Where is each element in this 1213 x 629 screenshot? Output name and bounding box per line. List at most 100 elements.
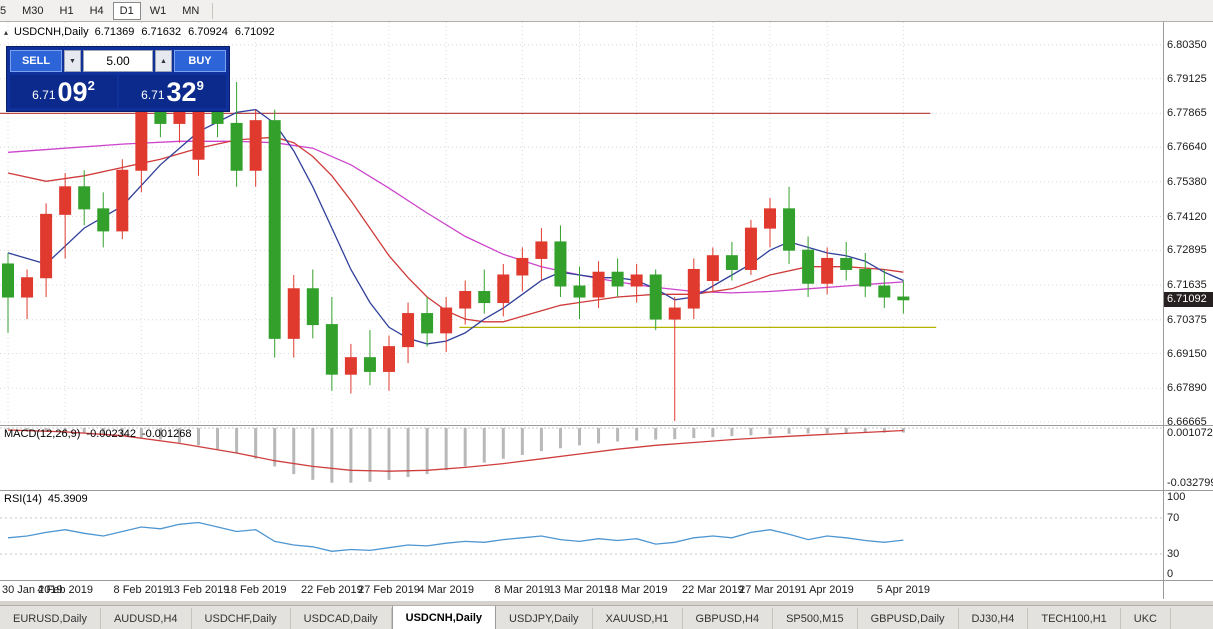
- ohlc-value-high: 6.71632: [141, 26, 182, 38]
- timeframe-D1[interactable]: D1: [112, 1, 141, 20]
- timeframe-MN[interactable]: MN: [175, 2, 206, 20]
- candle-body: [725, 255, 738, 270]
- chart-tab-USDCHF-Daily[interactable]: USDCHF,Daily: [192, 608, 291, 629]
- candle-body: [268, 120, 281, 339]
- candle-body: [2, 263, 14, 298]
- candle-body: [687, 268, 700, 309]
- chart-tab-UKC[interactable]: UKC: [1121, 608, 1171, 629]
- time-tick-label: 18 Feb 2019: [224, 584, 287, 596]
- macd-pane[interactable]: MACD(12,26,9) -0.002342 -0.001268 0.0010…: [0, 426, 1213, 491]
- candle-body: [744, 227, 757, 270]
- rsi-canvas[interactable]: [0, 491, 1163, 581]
- candle-body: [97, 208, 110, 232]
- rsi-tick-label: 70: [1167, 512, 1180, 524]
- candles-layer: [2, 76, 910, 422]
- chart-tab-DJ30-H4[interactable]: DJ30,H4: [959, 608, 1029, 629]
- price-tick-label: 6.67890: [1167, 382, 1207, 395]
- macd-label: MACD(12,26,9) -0.002342 -0.001268: [4, 428, 192, 440]
- sell-price-pip: 2: [87, 78, 95, 93]
- volume-increase-button[interactable]: ▲: [155, 50, 172, 72]
- candle-body: [230, 122, 243, 171]
- rsi-label: RSI(14) 45.3909: [4, 493, 88, 505]
- chart-tab-TECH100-H1[interactable]: TECH100,H1: [1028, 608, 1121, 629]
- candle-body: [840, 257, 853, 270]
- candle-body: [573, 285, 586, 298]
- sell-button[interactable]: SELL: [10, 50, 62, 72]
- chart-tab-EURUSD-Daily[interactable]: EURUSD,Daily: [0, 608, 101, 629]
- candle-body: [383, 346, 395, 372]
- price-tick-label: 6.71635: [1167, 279, 1207, 292]
- timeframe-5[interactable]: 5: [0, 2, 13, 20]
- timeframe-H4[interactable]: H4: [83, 2, 111, 20]
- price-tick-label: 6.80350: [1167, 38, 1207, 51]
- volume-decrease-button[interactable]: ▼: [64, 50, 81, 72]
- chart-tab-USDCAD-Daily[interactable]: USDCAD,Daily: [291, 608, 392, 629]
- time-tick-label: 1 Apr 2019: [800, 584, 854, 596]
- macd-main-value: -0.002342: [86, 428, 136, 440]
- chart-tab-SP500-M15[interactable]: SP500,M15: [773, 608, 858, 629]
- price-tick-label: 6.70375: [1167, 313, 1207, 326]
- candle-body: [21, 277, 34, 298]
- candle-body: [821, 257, 834, 284]
- timeframe-M30[interactable]: M30: [15, 2, 50, 20]
- time-tick-label: 4 Feb 2019: [37, 584, 93, 596]
- macd-canvas[interactable]: [0, 426, 1163, 491]
- buy-price[interactable]: 6.71 32 9: [119, 75, 226, 108]
- candle-body: [306, 288, 319, 326]
- candle-body: [649, 274, 662, 320]
- buy-price-prefix: 6.71: [141, 88, 165, 102]
- buy-button[interactable]: BUY: [174, 50, 226, 72]
- candle-body: [249, 120, 262, 171]
- volume-input[interactable]: [83, 50, 153, 72]
- collapse-chart-icon[interactable]: ▴: [4, 27, 9, 37]
- sell-price[interactable]: 6.71 09 2: [10, 75, 117, 108]
- candle-body: [630, 274, 643, 287]
- candle-body: [783, 208, 796, 251]
- price-tick-label: 6.79125: [1167, 72, 1207, 85]
- time-tick-label: 13 Feb 2019: [167, 584, 230, 596]
- rsi-value: 45.3909: [47, 493, 88, 505]
- time-tick-label: 27 Feb 2019: [358, 584, 420, 596]
- trade-controls-row: SELL ▼ ▲ BUY: [10, 50, 226, 72]
- toolbar-separator: [212, 2, 214, 19]
- current-price-label: 6.71092: [1164, 292, 1213, 307]
- price-tick-label: 6.77865: [1167, 107, 1207, 120]
- chart-tab-XAUUSD-H1[interactable]: XAUUSD,H1: [593, 608, 683, 629]
- timeframe-W1[interactable]: W1: [143, 2, 174, 20]
- chart-tab-GBPUSD-Daily[interactable]: GBPUSD,Daily: [858, 608, 959, 629]
- candle-body: [478, 291, 491, 304]
- chart-tab-GBPUSD-H4[interactable]: GBPUSD,H4: [683, 608, 774, 629]
- time-tick-label: 30 Jan 2019: [2, 584, 63, 596]
- rsi-tick-label: 0: [1167, 568, 1174, 580]
- time-axis[interactable]: 30 Jan 2019 4 Feb 2019 8 Feb 2019 13 Feb 20…: [0, 581, 1213, 599]
- price-tick-label: 6.74120: [1167, 210, 1207, 223]
- chart-tab-AUDUSD-H4[interactable]: AUDUSD,H4: [101, 608, 192, 629]
- candle-body: [516, 257, 529, 276]
- candle-body: [363, 357, 376, 372]
- candle-body: [802, 249, 815, 284]
- time-tick-label: 8 Feb 2019: [113, 584, 170, 596]
- rsi-line: [7, 521, 904, 552]
- time-tick-label: 8 Mar 2019: [494, 584, 551, 596]
- candle-body: [59, 186, 72, 215]
- time-tick-label: 13 Mar 2019: [548, 584, 611, 596]
- main-chart-pane[interactable]: ▴ USDCNH,Daily 6.71369 6.71632 6.70924 6.71…: [0, 22, 1213, 428]
- buy-price-big: 32: [166, 77, 197, 107]
- chart-title: USDCNH,Daily: [14, 26, 89, 38]
- candle-body: [459, 291, 472, 309]
- candle-body: [440, 307, 453, 334]
- candle-body: [878, 285, 891, 298]
- chart-tab-USDJPY-Daily[interactable]: USDJPY,Daily: [496, 608, 593, 629]
- timeframe-H1[interactable]: H1: [53, 2, 81, 20]
- chart-tab-USDCNH-Daily[interactable]: USDCNH,Daily: [391, 606, 497, 629]
- candle-body: [78, 186, 91, 210]
- sell-price-prefix: 6.71: [32, 88, 56, 102]
- main-chart-canvas[interactable]: [0, 22, 1163, 426]
- price-axis[interactable]: 6.80350 6.79125 6.77865 6.76640 6.75380 6.741…: [1163, 22, 1213, 428]
- time-tick-label: 27 Mar 2019: [739, 584, 801, 596]
- chart-tabs: EURUSD,Daily AUDUSD,H4 USDCHF,Daily USDCAD,…: [0, 605, 1213, 629]
- rsi-pane[interactable]: RSI(14) 45.3909 100 70 30 0: [0, 491, 1213, 581]
- chevron-down-icon: ▼: [69, 57, 76, 65]
- price-tick-label: 6.66665: [1167, 416, 1207, 428]
- trade-prices-row: 6.71 09 2 6.71 32 9: [10, 75, 226, 108]
